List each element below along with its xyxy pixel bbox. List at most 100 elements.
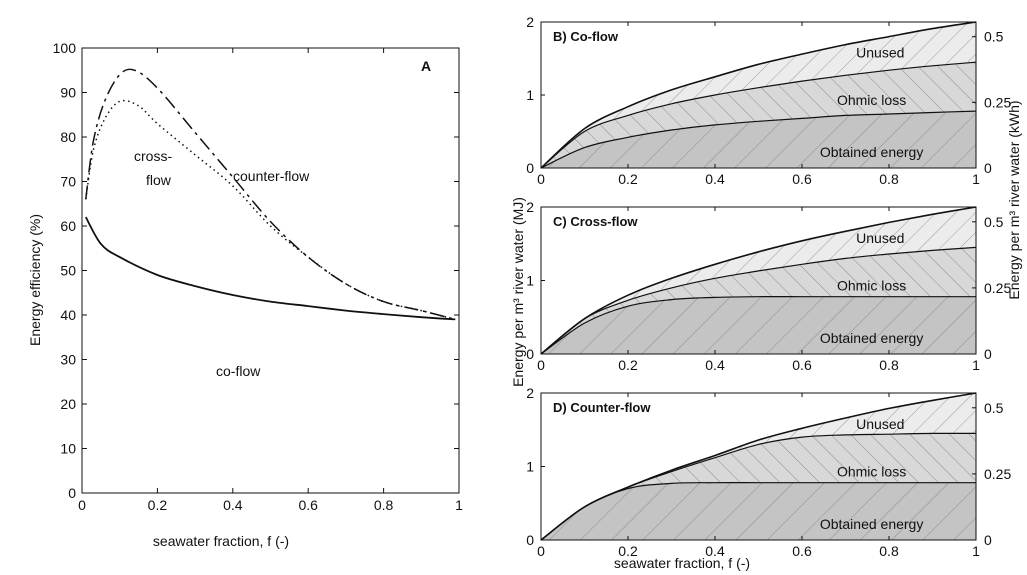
x-tick-label: 0.2 xyxy=(618,171,638,187)
x-tick-label: 1 xyxy=(972,543,980,559)
y-tick-label: 70 xyxy=(60,174,76,190)
x-tick-label: 0.8 xyxy=(879,543,899,559)
x-tick-label: 0.2 xyxy=(148,497,168,513)
y-tick-label: 100 xyxy=(53,40,77,56)
x-tick-label: 1 xyxy=(972,357,980,373)
y-tick-label: 2 xyxy=(526,199,534,215)
y2-tick-label: 0 xyxy=(984,160,992,176)
y-tick-label: 1 xyxy=(526,273,534,289)
x-tick-label: 1 xyxy=(455,497,463,513)
shared-ylabel-right: Energy per m³ river water (kWh) xyxy=(1006,100,1022,299)
x-tick-label: 0.4 xyxy=(223,497,243,513)
y-tick-label: 10 xyxy=(60,441,76,457)
boundary-line-Unused xyxy=(540,206,977,355)
x-tick-label: 0.6 xyxy=(792,171,812,187)
y-tick-label: 20 xyxy=(60,396,76,412)
y2-tick-label: 0.5 xyxy=(984,214,1004,230)
annotation-counter-flow: counter-flow xyxy=(233,168,310,184)
region-label-Unused: Unused xyxy=(856,416,904,432)
x-tick-label: 1 xyxy=(972,171,980,187)
area-Obtained energy xyxy=(541,296,976,354)
x-tick-label: 0.6 xyxy=(298,497,318,513)
y2-tick-label: 0 xyxy=(984,532,992,548)
y2-tick-label: 0.25 xyxy=(984,466,1011,482)
region-label-Unused: Unused xyxy=(856,230,904,246)
y-tick-label: 60 xyxy=(60,218,76,234)
x-tick-label: 0.8 xyxy=(374,497,394,513)
x-tick-label: 0.4 xyxy=(705,543,725,559)
x-tick-label: 0 xyxy=(537,357,545,373)
series-line-counter-flow xyxy=(85,68,456,321)
x-tick-label: 0 xyxy=(537,543,545,559)
panel-a-xlabel: seawater fraction, f (-) xyxy=(153,533,289,549)
panel-a-ylabel: Energy efficiency (%) xyxy=(27,214,43,346)
area-Unused xyxy=(541,22,976,168)
region-label-Obtained energy: Obtained energy xyxy=(820,144,924,160)
x-tick-label: 0.6 xyxy=(792,357,812,373)
series-line-cross-flow xyxy=(85,99,456,321)
y-tick-label: 50 xyxy=(60,263,76,279)
y2-tick-label: 0.5 xyxy=(984,29,1004,45)
boundary-line-Ohmic loss xyxy=(540,61,977,169)
y2-tick-label: 0 xyxy=(984,346,992,362)
region-label-Ohmic loss: Ohmic loss xyxy=(837,464,906,480)
x-tick-label: 0.2 xyxy=(618,357,638,373)
y-tick-label: 0 xyxy=(526,532,534,548)
panel-b-title: B) Co-flow xyxy=(553,29,619,44)
shared-ylabel-left: Energy per m³ river water (MJ) xyxy=(510,197,526,387)
annotation-cross: cross- xyxy=(134,148,172,164)
boundary-line-Unused xyxy=(540,392,977,541)
region-label-Obtained energy: Obtained energy xyxy=(820,330,924,346)
y2-tick-label: 0.25 xyxy=(984,94,1011,110)
y-tick-label: 1 xyxy=(526,459,534,475)
boundary-line-Ohmic loss xyxy=(540,246,977,355)
region-label-Obtained energy: Obtained energy xyxy=(820,516,924,532)
area-Unused xyxy=(541,393,976,540)
boundary-line-Obtained energy xyxy=(540,296,976,355)
y-tick-label: 0 xyxy=(68,485,76,501)
y-tick-label: 30 xyxy=(60,352,76,368)
annotation-flow: flow xyxy=(146,172,172,188)
y2-tick-label: 0.5 xyxy=(984,400,1004,416)
annotation-co-flow: co-flow xyxy=(216,363,261,379)
x-tick-label: 0.8 xyxy=(879,171,899,187)
x-tick-label: 0.8 xyxy=(879,357,899,373)
boundary-line-Obtained energy xyxy=(540,110,977,169)
x-tick-label: 0 xyxy=(78,497,86,513)
panel-a-label: A xyxy=(421,58,431,74)
y-tick-label: 0 xyxy=(526,160,534,176)
area-Ohmic loss xyxy=(541,433,976,540)
shared-xlabel: seawater fraction, f (-) xyxy=(614,555,750,571)
x-tick-label: 0.4 xyxy=(705,171,725,187)
y-tick-label: 80 xyxy=(60,129,76,145)
region-label-Unused: Unused xyxy=(856,45,904,61)
area-Obtained energy xyxy=(541,111,976,168)
x-tick-label: 0.2 xyxy=(618,543,638,559)
panel-a-frame xyxy=(81,47,460,494)
y-tick-label: 2 xyxy=(526,14,534,30)
area-Unused xyxy=(541,207,976,354)
series-line-co-flow xyxy=(85,216,456,321)
y-tick-label: 90 xyxy=(60,85,76,101)
region-label-Ohmic loss: Ohmic loss xyxy=(837,278,906,294)
y-tick-label: 2 xyxy=(526,385,534,401)
y-tick-label: 1 xyxy=(526,87,534,103)
x-tick-label: 0 xyxy=(537,171,545,187)
area-Obtained energy xyxy=(541,482,976,540)
y2-tick-label: 0.25 xyxy=(984,280,1011,296)
panel-d-title: D) Counter-flow xyxy=(553,400,651,415)
y-tick-label: 0 xyxy=(526,346,534,362)
x-tick-label: 0.6 xyxy=(792,543,812,559)
y-tick-label: 40 xyxy=(60,307,76,323)
region-label-Ohmic loss: Ohmic loss xyxy=(837,92,906,108)
area-Ohmic loss xyxy=(541,247,976,354)
x-tick-label: 0.4 xyxy=(705,357,725,373)
area-Ohmic loss xyxy=(541,62,976,169)
panel-c-title: C) Cross-flow xyxy=(553,214,638,229)
boundary-line-Unused xyxy=(540,21,977,169)
